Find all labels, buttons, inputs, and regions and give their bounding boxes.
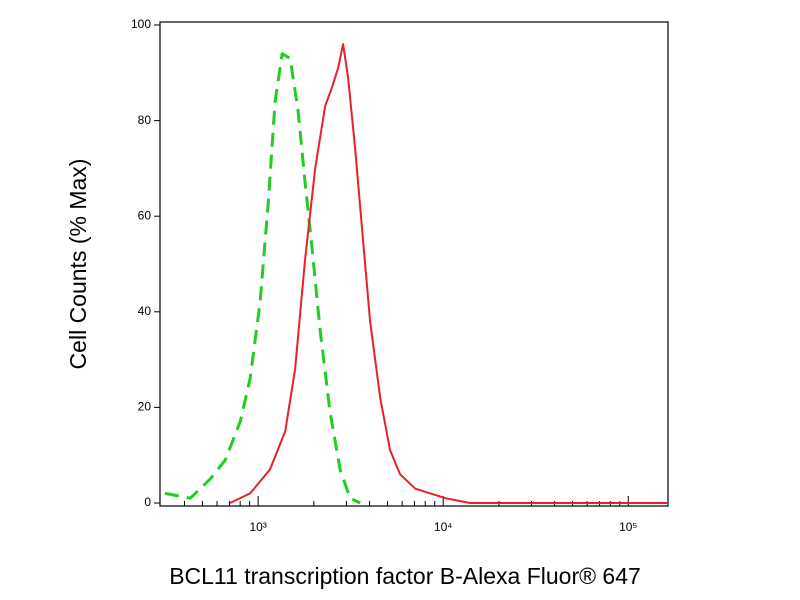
y-tick-label: 0 — [144, 495, 151, 509]
x-tick-label: 10⁵ — [619, 520, 637, 534]
y-tick-label: 100 — [131, 17, 151, 31]
y-tick-label: 60 — [138, 208, 152, 222]
x-axis-title: BCL11 transcription factor B-Alexa Fluor… — [169, 563, 641, 589]
y-tick-label: 80 — [138, 113, 152, 127]
y-axis-title: Cell Counts (% Max) — [65, 159, 91, 370]
y-tick-label: 40 — [138, 304, 152, 318]
plot-frame — [159, 21, 669, 507]
series-line — [164, 52, 361, 505]
x-tick-label: 10⁴ — [434, 520, 453, 534]
y-tick-label: 20 — [138, 400, 152, 414]
x-tick-label: 10³ — [249, 520, 266, 534]
series-line — [229, 43, 668, 504]
